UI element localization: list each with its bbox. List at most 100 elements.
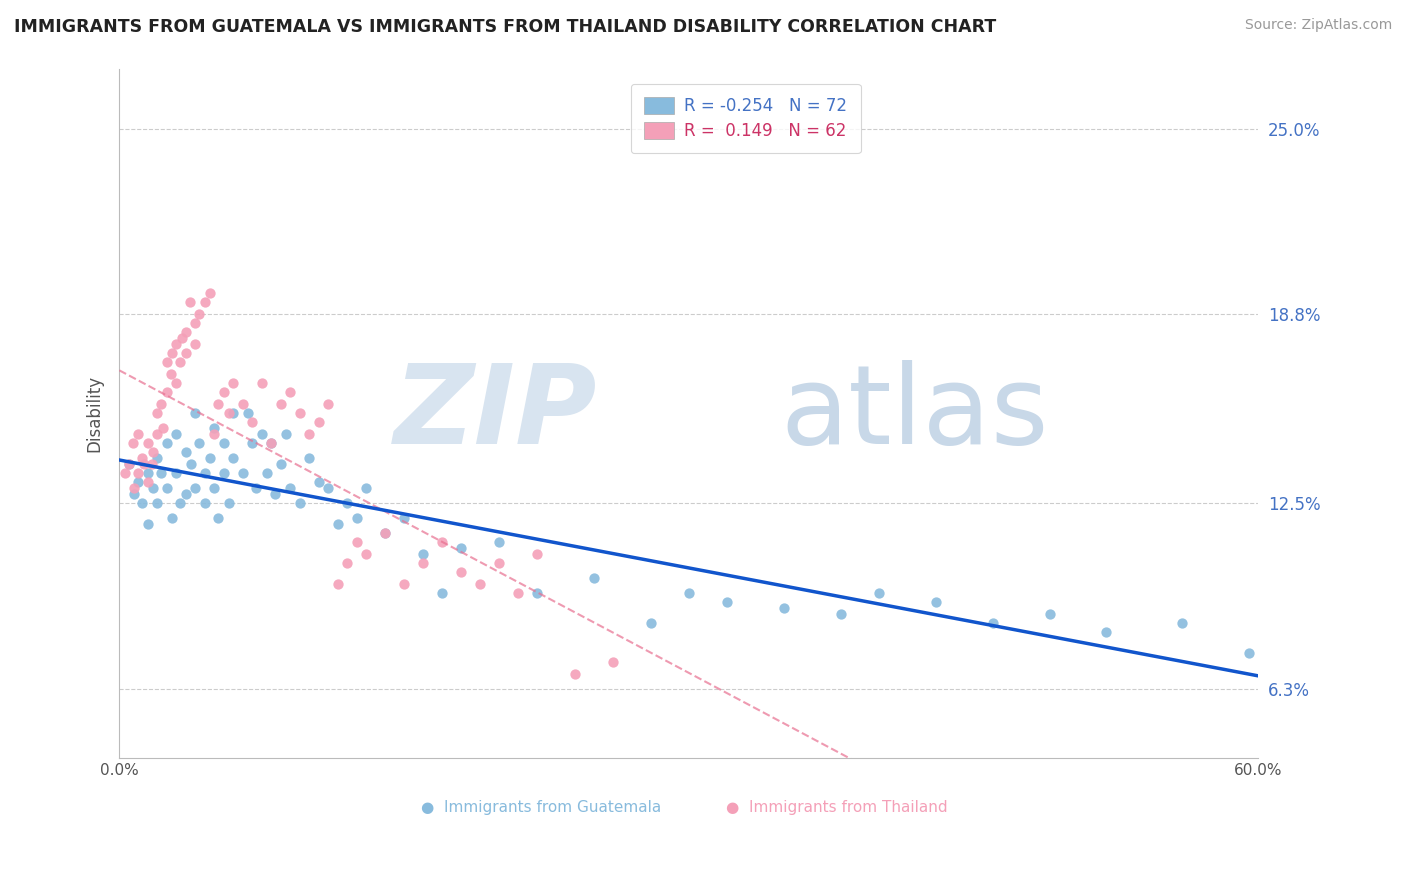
Point (308, 475, 330, 490)
Point (131, 496, 153, 510)
Point (180, 458, 202, 472)
Point (131, 451, 153, 466)
Point (716, 595, 738, 609)
Point (450, 541, 472, 556)
Point (132, 458, 155, 472)
Point (127, 427, 149, 442)
Point (121, 436, 143, 450)
Point (222, 406, 245, 420)
Point (678, 586, 700, 600)
Point (159, 368, 181, 382)
Text: ZIP: ZIP (394, 360, 598, 467)
Point (150, 467, 173, 481)
Point (240, 436, 263, 450)
Text: IMMIGRANTS FROM GUATEMALA VS IMMIGRANTS FROM THAILAND DISABILITY CORRELATION CHA: IMMIGRANTS FROM GUATEMALA VS IMMIGRANTS … (14, 18, 997, 36)
Point (308, 416, 330, 430)
Point (127, 475, 149, 490)
Point (1095, 625, 1118, 640)
Point (392, 577, 415, 591)
Point (326, 517, 349, 532)
Point (288, 496, 311, 510)
Point (924, 595, 946, 609)
Point (278, 385, 301, 400)
Point (188, 436, 211, 450)
Point (146, 427, 169, 442)
Point (136, 436, 159, 450)
Point (212, 467, 235, 481)
Point (118, 458, 141, 472)
Point (250, 376, 273, 391)
Point (202, 421, 225, 435)
Point (202, 427, 225, 442)
Point (156, 355, 179, 369)
Point (772, 601, 794, 615)
Point (165, 467, 187, 481)
Point (124, 482, 146, 496)
Point (582, 571, 605, 585)
Point (165, 376, 187, 391)
Point (1237, 646, 1260, 660)
Point (316, 482, 339, 496)
Point (430, 586, 453, 600)
Point (488, 557, 510, 571)
Point (174, 445, 197, 459)
Point (450, 566, 472, 580)
Point (264, 487, 287, 501)
Point (200, 286, 222, 301)
Point (1171, 616, 1194, 631)
Point (114, 467, 136, 481)
Point (222, 376, 245, 391)
Point (146, 406, 169, 420)
Point (346, 535, 368, 549)
Point (468, 577, 491, 591)
Point (278, 482, 301, 496)
Point (156, 385, 179, 400)
Point (256, 467, 278, 481)
Point (564, 667, 586, 681)
Point (169, 355, 191, 369)
Point (150, 397, 173, 411)
Point (202, 482, 225, 496)
Point (336, 496, 359, 510)
Text: Source: ZipAtlas.com: Source: ZipAtlas.com (1244, 18, 1392, 32)
Point (245, 482, 267, 496)
Point (200, 451, 222, 466)
Point (179, 295, 201, 310)
Point (174, 346, 197, 360)
Point (174, 326, 197, 340)
Point (326, 577, 349, 591)
Point (526, 548, 548, 562)
Point (240, 416, 263, 430)
Point (298, 451, 321, 466)
Point (868, 586, 890, 600)
Point (430, 535, 453, 549)
Point (156, 482, 179, 496)
Point (1038, 607, 1060, 622)
Point (298, 427, 321, 442)
Point (218, 406, 240, 420)
Point (392, 511, 415, 525)
Point (184, 317, 207, 331)
Point (169, 496, 191, 510)
Point (156, 436, 179, 450)
Point (136, 475, 159, 490)
Text: ●  Immigrants from Guatemala: ● Immigrants from Guatemala (420, 800, 661, 814)
Point (165, 337, 187, 351)
Point (146, 451, 169, 466)
Y-axis label: Disability: Disability (86, 375, 103, 452)
Point (336, 557, 359, 571)
Point (981, 616, 1004, 631)
Point (142, 482, 165, 496)
Point (232, 397, 254, 411)
Point (127, 467, 149, 481)
Point (222, 451, 245, 466)
Point (124, 487, 146, 501)
Point (288, 406, 311, 420)
Point (212, 436, 235, 450)
Point (174, 487, 197, 501)
Point (184, 337, 207, 351)
Point (162, 511, 184, 525)
Point (118, 458, 141, 472)
Point (374, 526, 396, 541)
Point (146, 496, 169, 510)
